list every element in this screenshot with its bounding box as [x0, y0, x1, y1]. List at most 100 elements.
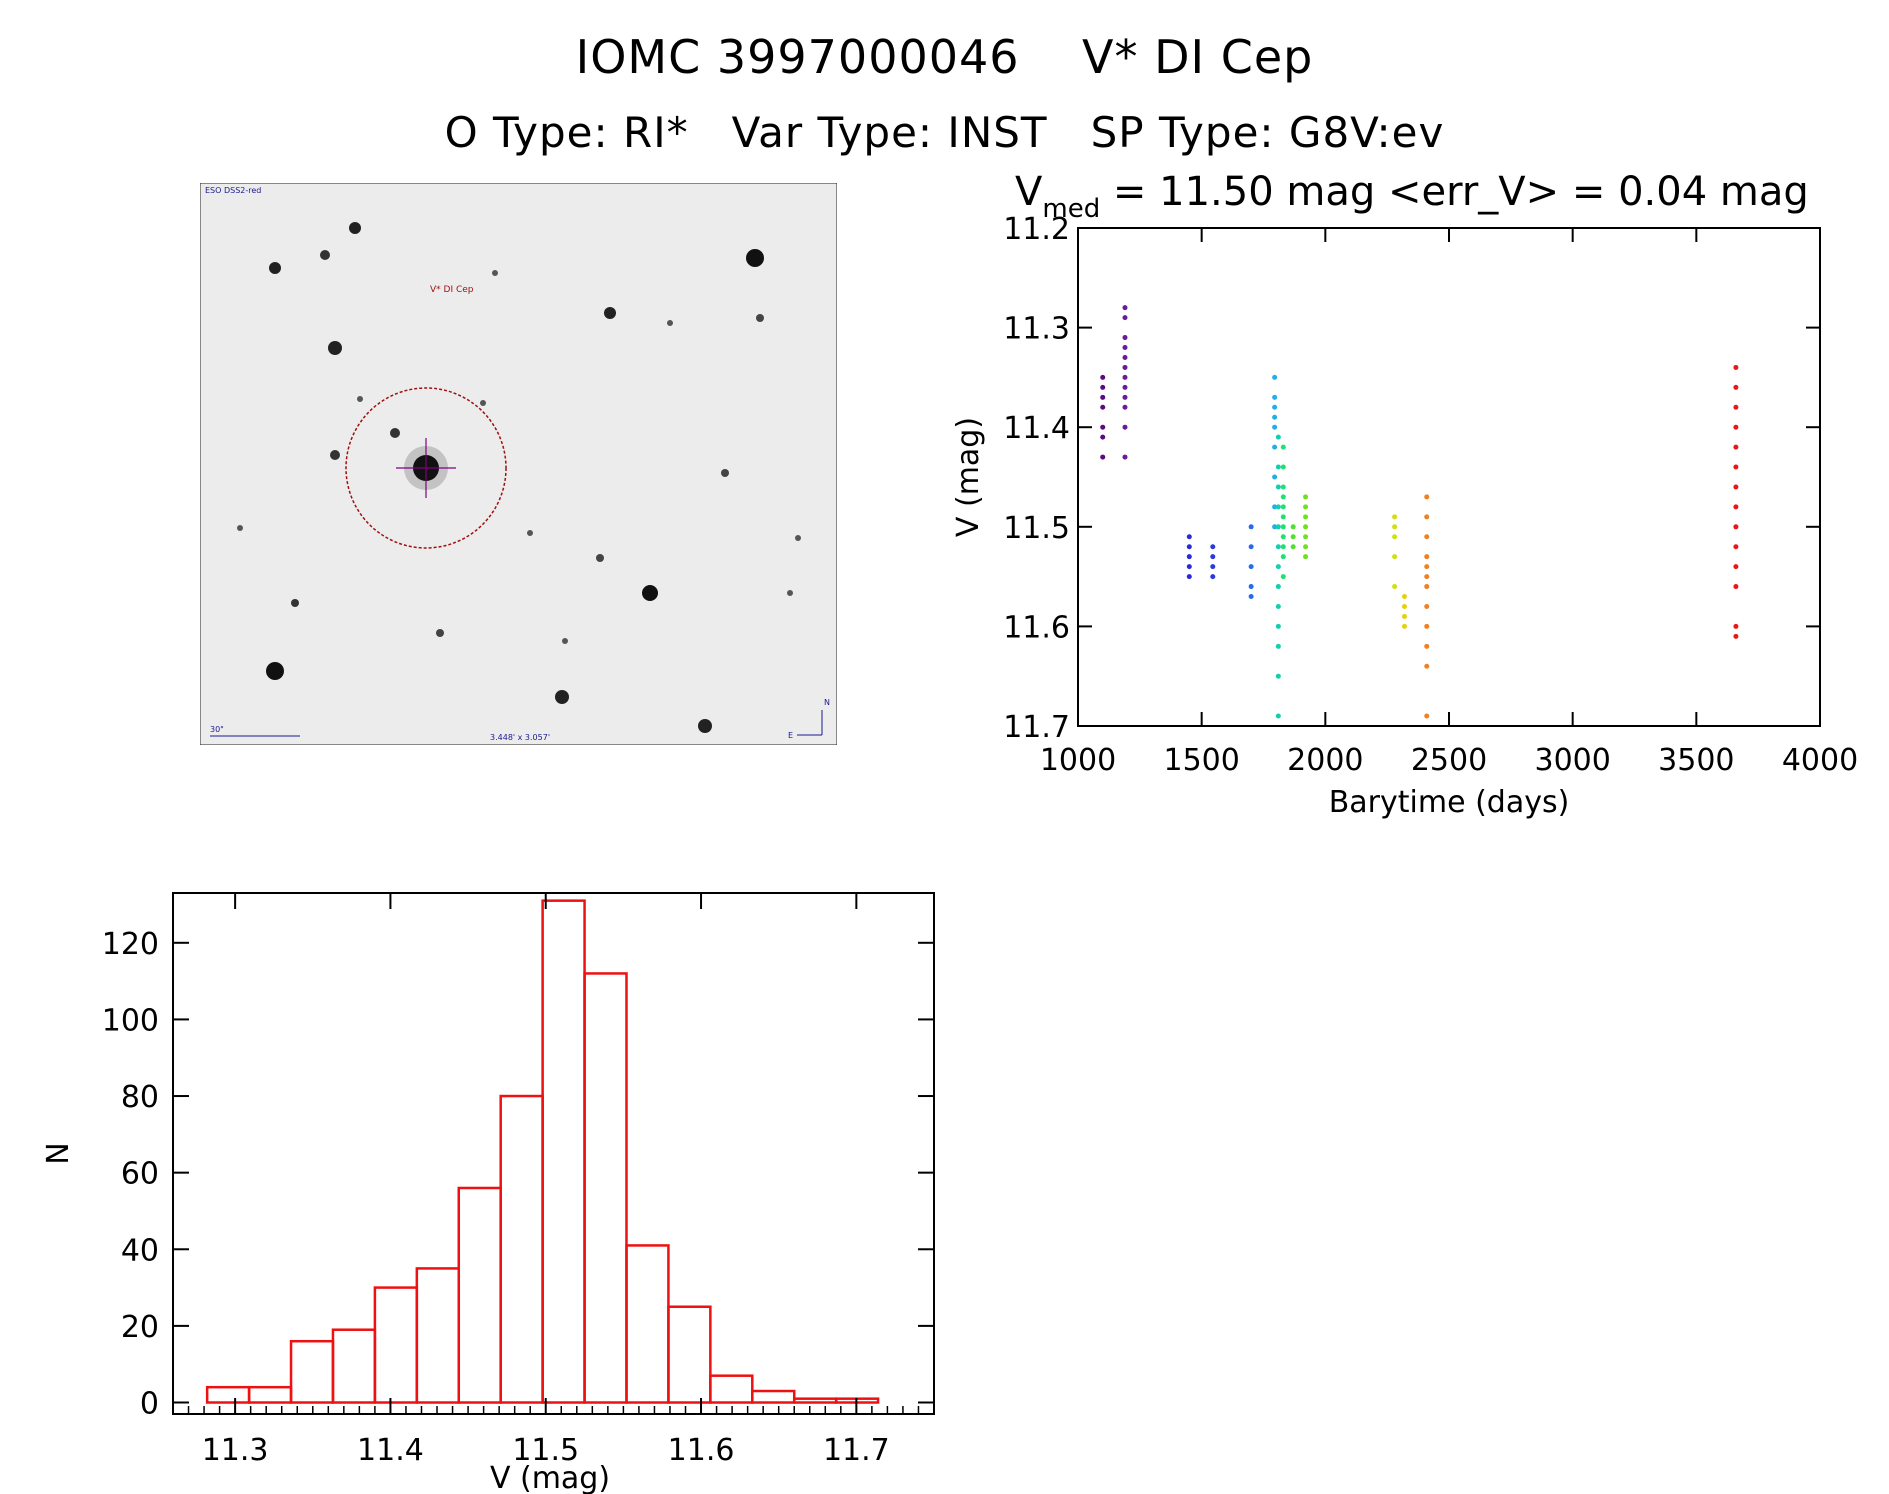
- star: [787, 590, 793, 596]
- lc-point: [1392, 514, 1398, 520]
- lc-point: [1210, 544, 1216, 550]
- lc-point: [1122, 364, 1128, 370]
- star: [266, 662, 284, 680]
- lc-xtick-label: 4000: [1782, 743, 1858, 778]
- lc-point: [1733, 464, 1739, 470]
- lc-point: [1401, 594, 1407, 600]
- lc-ytick-label: 11.2: [1003, 212, 1070, 247]
- lc-point: [1733, 504, 1739, 510]
- lc-point: [1733, 524, 1739, 530]
- lc-point: [1280, 524, 1286, 530]
- star: [527, 530, 533, 536]
- lc-point: [1280, 534, 1286, 540]
- lc-point: [1392, 534, 1398, 540]
- histogram-plot-frame: [172, 892, 935, 1415]
- star: [555, 690, 569, 704]
- lc-point: [1272, 404, 1278, 410]
- lc-point: [1122, 345, 1128, 351]
- lc-point: [1401, 603, 1407, 609]
- star: [320, 250, 330, 260]
- lc-point: [1275, 623, 1281, 629]
- lc-point: [1186, 574, 1192, 580]
- histogram-xlabel: V (mag): [490, 1461, 610, 1494]
- lc-point: [1280, 494, 1286, 500]
- lc-point: [1272, 374, 1278, 380]
- lc-point: [1275, 504, 1281, 510]
- lc-point: [1122, 404, 1128, 410]
- lc-point: [1272, 414, 1278, 420]
- lc-ytick-label: 11.3: [1003, 312, 1070, 347]
- sky-finding-chart: ESO DSS2-red V* DI Cep 30" 3.448' x 3.05…: [200, 183, 837, 745]
- lc-point: [1280, 544, 1286, 550]
- lc-point: [1392, 524, 1398, 530]
- hist-ytick-label: 20: [121, 1310, 159, 1345]
- hist-ytick-label: 40: [121, 1233, 159, 1268]
- lc-ytick-label: 11.7: [1003, 710, 1070, 745]
- light-curve-xlabel: Barytime (days): [1329, 785, 1570, 820]
- chart-title-object: IOMC 3997000046 V* DI Cep: [575, 30, 1314, 84]
- lc-point: [1275, 484, 1281, 490]
- lc-point: [1392, 554, 1398, 560]
- lc-point: [1733, 364, 1739, 370]
- lc-point: [1733, 384, 1739, 390]
- star: [698, 719, 712, 733]
- lc-point: [1122, 394, 1128, 400]
- lc-point: [1100, 434, 1106, 440]
- lc-ytick-label: 11.4: [1003, 411, 1070, 446]
- histogram-bar: [415, 1267, 461, 1404]
- lc-point: [1210, 574, 1216, 580]
- lc-point: [1122, 384, 1128, 390]
- lc-point: [1248, 584, 1254, 590]
- star: [667, 320, 673, 326]
- lc-point: [1122, 305, 1128, 311]
- lc-point: [1733, 584, 1739, 590]
- lc-point: [1122, 374, 1128, 380]
- lc-xtick-label: 1000: [1040, 743, 1116, 778]
- target-aperture-circle: [345, 387, 507, 549]
- light-curve-ticks: 1000 1500 2000 2500 3000 3500 4000 11.2 11.3 11.4…: [1003, 212, 1858, 778]
- hist-ytick-label: 100: [102, 1003, 159, 1038]
- lc-point: [1424, 534, 1430, 540]
- lc-point: [1303, 514, 1309, 520]
- lc-xtick-label: 3500: [1658, 743, 1734, 778]
- hist-ytick-label: 80: [121, 1080, 159, 1115]
- histogram-bar: [205, 1385, 251, 1404]
- lc-point: [1275, 544, 1281, 550]
- lc-point: [1303, 494, 1309, 500]
- lc-point: [1186, 554, 1192, 560]
- histogram-ticks: 11.3 11.4 11.5 11.6 11.7 0 20 40 60 80 100 120: [102, 893, 934, 1468]
- light-curve-ylabel: V (mag): [951, 417, 986, 537]
- hist-xtick-label: 11.7: [823, 1433, 890, 1468]
- star: [330, 450, 340, 460]
- lc-point: [1303, 534, 1309, 540]
- lc-point: [1424, 574, 1430, 580]
- sky-background: [200, 183, 837, 745]
- hist-ytick-label: 60: [121, 1157, 159, 1192]
- lc-point: [1424, 584, 1430, 590]
- lc-point: [1280, 554, 1286, 560]
- histogram-bar: [373, 1286, 419, 1404]
- lc-point: [1122, 424, 1128, 430]
- scale-label: 30": [210, 725, 224, 734]
- lc-point: [1272, 444, 1278, 450]
- lc-point: [1100, 394, 1106, 400]
- histogram-bar: [499, 1094, 544, 1404]
- lc-point: [1186, 534, 1192, 540]
- star: [795, 535, 801, 541]
- histogram-bars: [205, 899, 880, 1404]
- lc-point: [1424, 663, 1430, 669]
- lc-point: [1100, 384, 1106, 390]
- lc-point: [1280, 444, 1286, 450]
- hist-xtick-label: 11.5: [512, 1433, 579, 1468]
- lc-point: [1424, 514, 1430, 520]
- lc-point: [1275, 564, 1281, 570]
- histogram-bar: [667, 1305, 712, 1404]
- lc-point: [1303, 554, 1309, 560]
- lc-point: [1122, 354, 1128, 360]
- lc-point: [1290, 544, 1296, 550]
- lc-point: [1401, 623, 1407, 629]
- lc-title-subscript: med: [1042, 194, 1100, 224]
- lc-point: [1303, 524, 1309, 530]
- lc-ytick-label: 11.5: [1003, 511, 1070, 546]
